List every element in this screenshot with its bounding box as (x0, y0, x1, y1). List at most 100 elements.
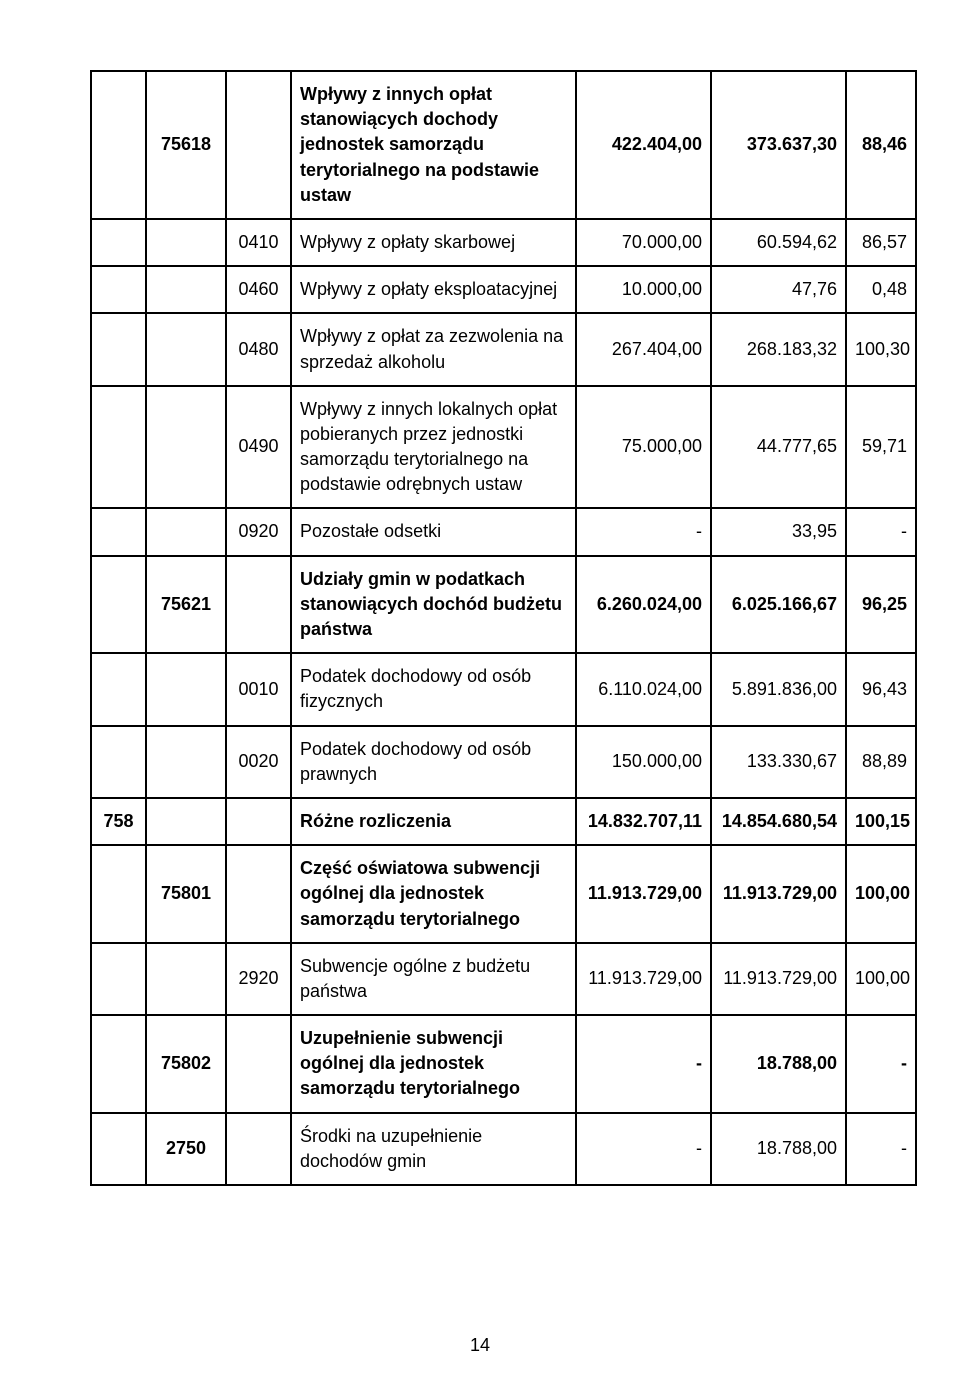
table-cell: 11.913.729,00 (576, 845, 711, 943)
table-cell (91, 386, 146, 509)
table-cell: 100,00 (846, 943, 916, 1015)
table-cell: 10.000,00 (576, 266, 711, 313)
table-row: 0020Podatek dochodowy od osób prawnych15… (91, 726, 916, 798)
table-cell (91, 219, 146, 266)
table-cell (146, 508, 226, 555)
table-cell: 0010 (226, 653, 291, 725)
table-cell (91, 556, 146, 654)
table-cell: 2750 (146, 1113, 226, 1185)
table-cell: 88,89 (846, 726, 916, 798)
table-cell: 75.000,00 (576, 386, 711, 509)
table-cell (226, 798, 291, 845)
table-cell: 0480 (226, 313, 291, 385)
table-cell: 18.788,00 (711, 1113, 846, 1185)
table-cell (146, 798, 226, 845)
table-cell (226, 556, 291, 654)
table-cell: 150.000,00 (576, 726, 711, 798)
table-cell (146, 313, 226, 385)
table-cell: 33,95 (711, 508, 846, 555)
table-cell: 59,71 (846, 386, 916, 509)
table-row: 758Różne rozliczenia14.832.707,1114.854.… (91, 798, 916, 845)
table-row: 0490Wpływy z innych lokalnych opłat pobi… (91, 386, 916, 509)
table-cell (146, 266, 226, 313)
table-row: 0410Wpływy z opłaty skarbowej70.000,0060… (91, 219, 916, 266)
table-row: 75801 Część oświatowa subwencji ogólnej d… (91, 845, 916, 943)
table-cell (146, 386, 226, 509)
table-cell (91, 71, 146, 219)
table-cell: Różne rozliczenia (291, 798, 576, 845)
table-row: 0460Wpływy z opłaty eksploatacyjnej10.00… (91, 266, 916, 313)
table-cell (91, 1015, 146, 1113)
table-cell (91, 726, 146, 798)
table-cell: 70.000,00 (576, 219, 711, 266)
table-cell: - (576, 1113, 711, 1185)
table-cell: 47,76 (711, 266, 846, 313)
table-cell: 11.913.729,00 (711, 845, 846, 943)
table-cell: 0,48 (846, 266, 916, 313)
table-cell: 75801 (146, 845, 226, 943)
table-cell (226, 1113, 291, 1185)
table-cell: Subwencje ogólne z budżetu państwa (291, 943, 576, 1015)
table-cell: Uzupełnienie subwencji ogólnej dla jedno… (291, 1015, 576, 1113)
table-cell (146, 219, 226, 266)
table-cell: 268.183,32 (711, 313, 846, 385)
table-cell: 0920 (226, 508, 291, 555)
table-cell (146, 726, 226, 798)
table-cell: 11.913.729,00 (576, 943, 711, 1015)
table-cell: Wpływy z opłaty skarbowej (291, 219, 576, 266)
table-cell: Środki na uzupełnienie dochodów gmin (291, 1113, 576, 1185)
table-cell: Podatek dochodowy od osób fizycznych (291, 653, 576, 725)
table-cell: 0460 (226, 266, 291, 313)
table-cell: Wpływy z innych opłat stanowiących docho… (291, 71, 576, 219)
table-cell: 267.404,00 (576, 313, 711, 385)
table-cell: 422.404,00 (576, 71, 711, 219)
table-cell (91, 943, 146, 1015)
table-row: 2750 Środki na uzupełnienie dochodów gmin… (91, 1113, 916, 1185)
table-cell: 100,15 (846, 798, 916, 845)
table-cell: Część oświatowa subwencji ogólnej dla je… (291, 845, 576, 943)
table-cell (226, 71, 291, 219)
table-cell: 75621 (146, 556, 226, 654)
table-cell: 88,46 (846, 71, 916, 219)
table-cell: 75802 (146, 1015, 226, 1113)
table-cell (91, 313, 146, 385)
table-cell: Pozostałe odsetki (291, 508, 576, 555)
table-cell: 96,25 (846, 556, 916, 654)
table-cell: Wpływy z opłat za zezwolenia na sprzedaż… (291, 313, 576, 385)
table-cell: 2920 (226, 943, 291, 1015)
table-row: 2920Subwencje ogólne z budżetu państwa11… (91, 943, 916, 1015)
table-cell: 100,30 (846, 313, 916, 385)
table-cell: 0020 (226, 726, 291, 798)
table-cell (91, 1113, 146, 1185)
table-cell: - (576, 508, 711, 555)
table-cell: 14.854.680,54 (711, 798, 846, 845)
table-cell: - (846, 1113, 916, 1185)
table-row: 75621Udziały gmin w podatkach stanowiący… (91, 556, 916, 654)
table-cell: 100,00 (846, 845, 916, 943)
table-cell: Wpływy z innych lokalnych opłat pobieran… (291, 386, 576, 509)
table-row: 75802 Uzupełnienie subwencji ogólnej dla … (91, 1015, 916, 1113)
table-cell: 758 (91, 798, 146, 845)
table-cell: 75618 (146, 71, 226, 219)
table-cell: 133.330,67 (711, 726, 846, 798)
table-cell (146, 653, 226, 725)
table-cell: 6.110.024,00 (576, 653, 711, 725)
table-cell: Podatek dochodowy od osób prawnych (291, 726, 576, 798)
budget-table: 75618 Wpływy z innych opłat stanowiących … (90, 70, 917, 1186)
table-row: 0010Podatek dochodowy od osób fizycznych… (91, 653, 916, 725)
table-cell: 0410 (226, 219, 291, 266)
table-cell (91, 845, 146, 943)
table-cell: 86,57 (846, 219, 916, 266)
table-cell: 11.913.729,00 (711, 943, 846, 1015)
table-row: 75618 Wpływy z innych opłat stanowiących … (91, 71, 916, 219)
table-cell: 60.594,62 (711, 219, 846, 266)
table-cell: 0490 (226, 386, 291, 509)
table-row: 0480Wpływy z opłat za zezwolenia na sprz… (91, 313, 916, 385)
table-cell: 44.777,65 (711, 386, 846, 509)
table-cell: 96,43 (846, 653, 916, 725)
table-cell: - (846, 1015, 916, 1113)
table-cell: - (846, 508, 916, 555)
table-cell (91, 508, 146, 555)
table-cell (146, 943, 226, 1015)
table-cell: 6.260.024,00 (576, 556, 711, 654)
